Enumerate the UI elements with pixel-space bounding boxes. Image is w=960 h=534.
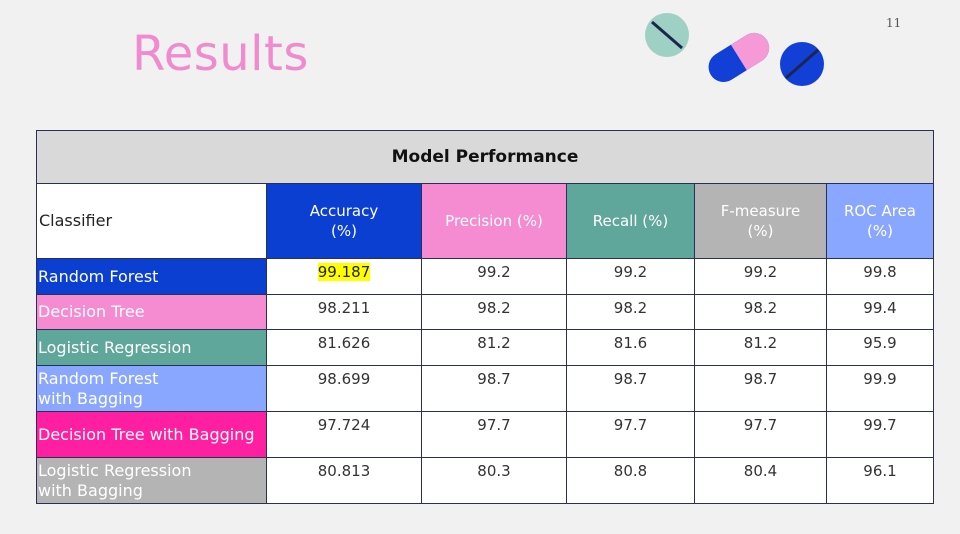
metric-cell: 99.2 xyxy=(421,258,567,295)
metric-cell: 99.2 xyxy=(694,258,827,295)
metric-cell: 98.7 xyxy=(421,365,567,412)
metric-cell: 81.626 xyxy=(266,329,422,366)
table-row: Random Forest 99.187 99.2 99.2 99.2 99.8 xyxy=(36,258,934,295)
blue-pill-icon xyxy=(780,42,824,86)
teal-pill-icon xyxy=(645,13,689,57)
metric-cell: 95.9 xyxy=(826,329,934,366)
header-classifier: Classifier xyxy=(36,183,267,259)
metric-cell: 99.2 xyxy=(566,258,695,295)
table-row: Logistic Regression with Bagging 80.813 80.… xyxy=(36,457,934,504)
table-row: Decision Tree with Bagging 97.724 97.7 97.7… xyxy=(36,411,934,458)
table-caption-row: Model Performance xyxy=(36,130,934,184)
metric-cell: 81.2 xyxy=(694,329,827,366)
header-recall: Recall (%) xyxy=(566,183,695,259)
classifier-name: Logistic Regression with Bagging xyxy=(36,457,267,504)
metric-cell: 98.2 xyxy=(566,294,695,330)
metric-cell: 99.187 xyxy=(266,258,422,295)
table-row: Decision Tree 98.211 98.2 98.2 98.2 99.4 xyxy=(36,294,934,330)
metric-cell: 97.7 xyxy=(421,411,567,458)
metric-cell: 80.4 xyxy=(694,457,827,504)
metric-cell: 97.7 xyxy=(694,411,827,458)
metric-cell: 99.9 xyxy=(826,365,934,412)
metric-cell: 99.4 xyxy=(826,294,934,330)
table-header-row: Classifier Accuracy (%) Precision (%) Recal… xyxy=(36,183,934,259)
page-number: 11 xyxy=(886,16,902,30)
table-row: Random Forest with Bagging 98.699 98.7 98.7 9… xyxy=(36,365,934,412)
metric-cell: 98.7 xyxy=(694,365,827,412)
metric-cell: 98.699 xyxy=(266,365,422,412)
metric-cell: 99.7 xyxy=(826,411,934,458)
metric-cell: 99.8 xyxy=(826,258,934,295)
header-precision: Precision (%) xyxy=(421,183,567,259)
metric-cell: 98.2 xyxy=(421,294,567,330)
table-row: Logistic Regression 81.626 81.2 81.6 81.2 95.… xyxy=(36,329,934,366)
classifier-name: Random Forest with Bagging xyxy=(36,365,267,412)
header-f-measure: F-measure (%) xyxy=(694,183,827,259)
header-accuracy: Accuracy (%) xyxy=(266,183,422,259)
pill-icons xyxy=(645,13,824,86)
metric-cell: 80.8 xyxy=(566,457,695,504)
header-roc: ROC Area (%) xyxy=(826,183,934,259)
metric-cell: 80.813 xyxy=(266,457,422,504)
classifier-name: Random Forest xyxy=(36,258,267,295)
classifier-name: Decision Tree with Bagging xyxy=(36,411,267,458)
metric-cell: 81.2 xyxy=(421,329,567,366)
slide-title: Results xyxy=(132,26,309,82)
metric-cell: 98.7 xyxy=(566,365,695,412)
metric-cell: 97.724 xyxy=(266,411,422,458)
classifier-name: Logistic Regression xyxy=(36,329,267,366)
metric-cell: 81.6 xyxy=(566,329,695,366)
classifier-name: Decision Tree xyxy=(36,294,267,330)
metric-cell: 80.3 xyxy=(421,457,567,504)
metric-cell: 98.2 xyxy=(694,294,827,330)
metric-cell: 98.211 xyxy=(266,294,422,330)
capsule-icon xyxy=(708,32,770,83)
metric-cell: 97.7 xyxy=(566,411,695,458)
metric-cell: 96.1 xyxy=(826,457,934,504)
performance-table: Model Performance Classifier Accuracy (%)… xyxy=(36,130,934,504)
table-caption: Model Performance xyxy=(36,130,934,184)
highlighted-value: 99.187 xyxy=(317,263,371,281)
